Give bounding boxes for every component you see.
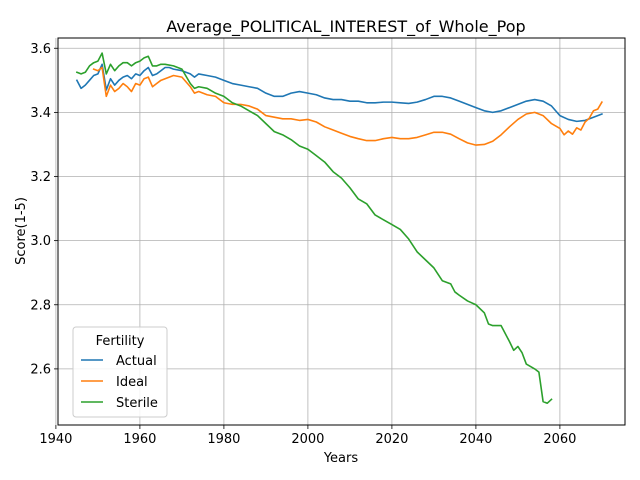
x-tick-label: 1940 xyxy=(39,432,72,447)
x-tick-label: 2020 xyxy=(375,432,408,447)
legend-label-sterile: Sterile xyxy=(116,396,158,411)
x-axis-label: Years xyxy=(323,451,359,466)
legend-label-actual: Actual xyxy=(116,354,157,369)
x-tick-label: 1980 xyxy=(207,432,240,447)
x-tick-label: 2000 xyxy=(291,432,324,447)
y-tick-label: 3.2 xyxy=(30,170,51,185)
x-tick-label: 2040 xyxy=(459,432,492,447)
y-tick-label: 2.8 xyxy=(30,298,51,313)
axis-ticks: 1940 1960 1980 2000 2020 2040 2060 2.6 2.8 3.0 3.2… xyxy=(30,42,576,447)
series-line-actual xyxy=(75,63,603,123)
legend-box xyxy=(72,326,168,418)
series-line-sterile xyxy=(75,52,553,405)
legend-title: Fertility xyxy=(96,334,145,349)
legend: Fertility Actual Ideal Sterile xyxy=(72,326,168,418)
x-tick-label: 1960 xyxy=(123,432,156,447)
series-line-ideal xyxy=(92,66,603,146)
y-tick-label: 2.6 xyxy=(30,362,51,377)
legend-label-ideal: Ideal xyxy=(116,375,148,390)
series-layer xyxy=(75,52,603,405)
plot-area-frame xyxy=(57,37,626,426)
y-tick-label: 3.4 xyxy=(30,106,51,121)
y-tick-label: 3.6 xyxy=(30,42,51,57)
chart-title: Average_POLITICAL_INTEREST_of_Whole_Pop xyxy=(166,17,525,37)
legend-entries: Actual Ideal Sterile xyxy=(81,354,158,411)
y-axis-label: Score(1-5) xyxy=(14,197,29,265)
y-tick-label: 3.0 xyxy=(30,234,51,249)
x-tick-label: 2060 xyxy=(543,432,576,447)
